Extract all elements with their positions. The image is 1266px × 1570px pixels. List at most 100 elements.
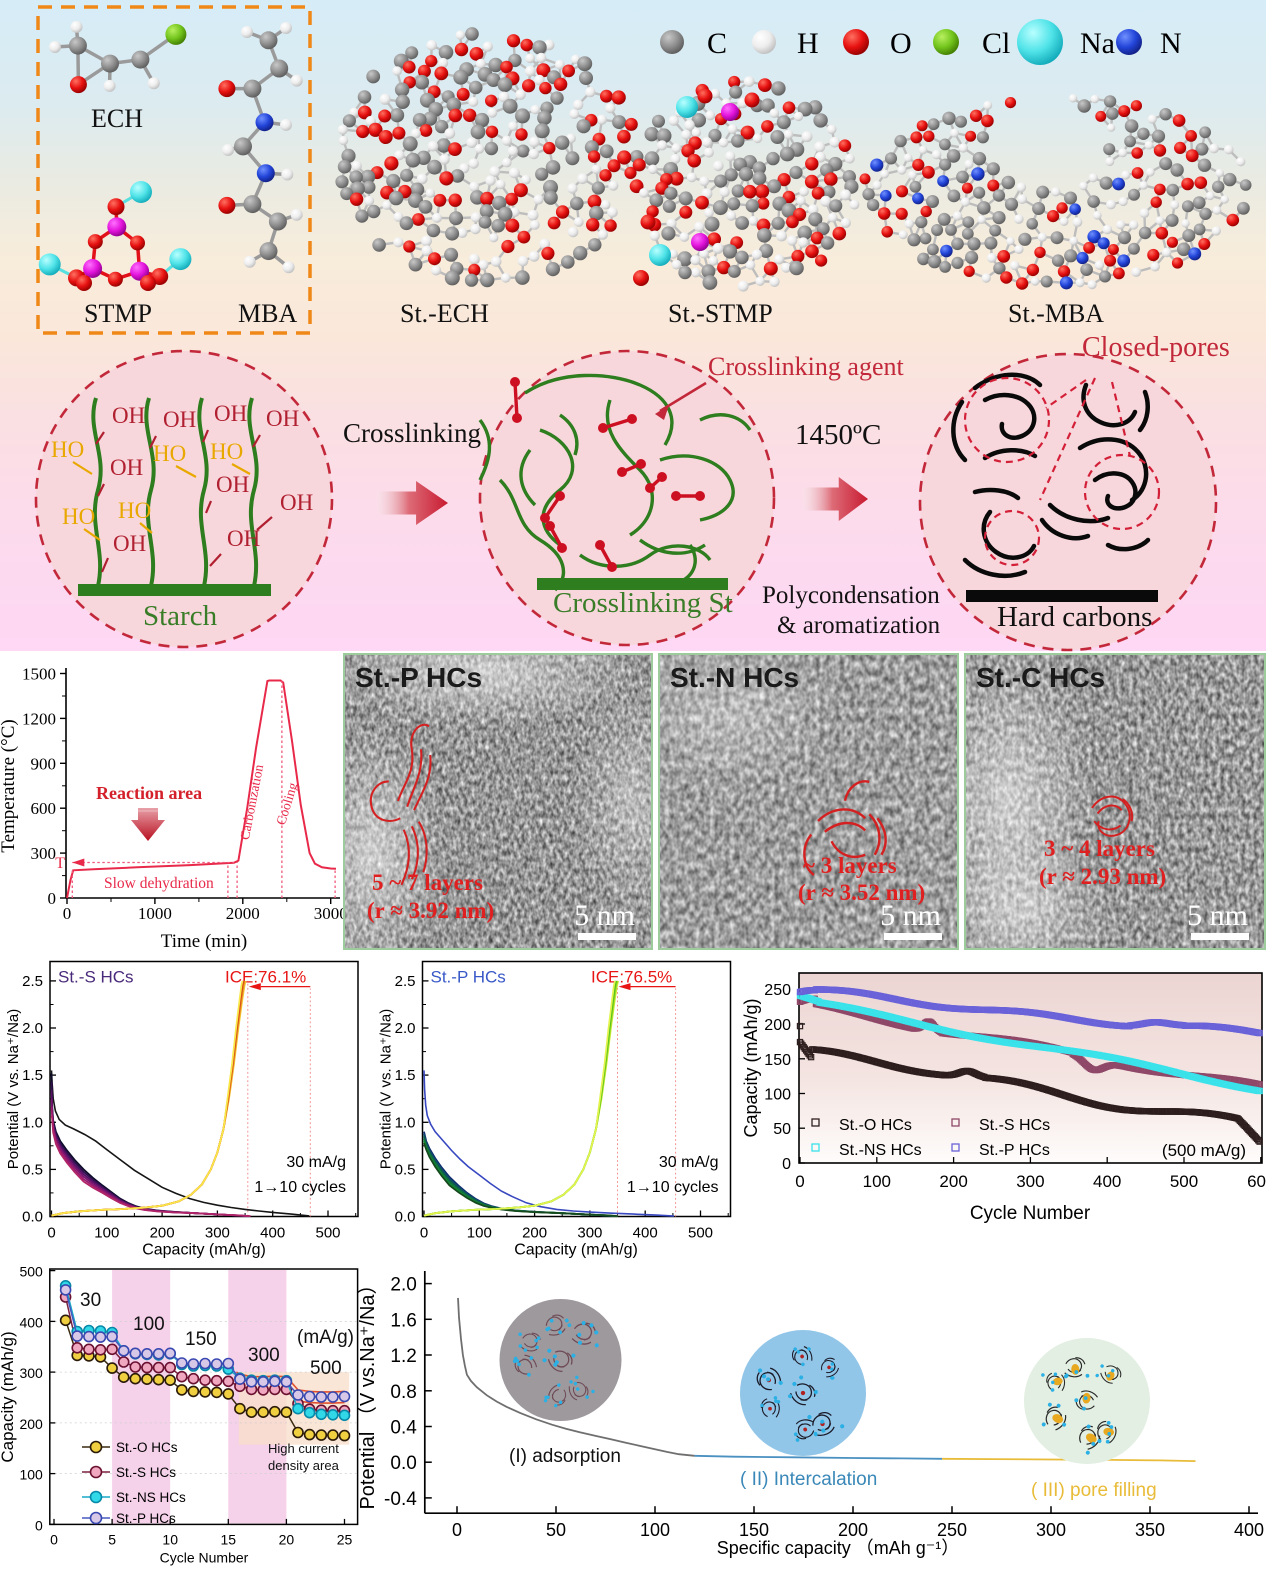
svg-text:2.0: 2.0 — [22, 1020, 43, 1037]
svg-text:T: T — [55, 855, 65, 872]
svg-text:St.-O HCs: St.-O HCs — [839, 1117, 912, 1134]
svg-text:St.-P HCs: St.-P HCs — [431, 968, 506, 987]
svg-text:200: 200 — [522, 1225, 547, 1242]
svg-text:5 nm: 5 nm — [574, 899, 635, 932]
svg-text:HO: HO — [153, 441, 186, 466]
svg-text:300: 300 — [1036, 1520, 1066, 1540]
svg-text:300: 300 — [205, 1225, 230, 1242]
svg-text:HO: HO — [210, 439, 243, 464]
svg-text:400: 400 — [260, 1225, 285, 1242]
svg-text:Crosslinking agent: Crosslinking agent — [708, 352, 904, 381]
svg-text:1.0: 1.0 — [395, 1114, 416, 1131]
svg-text:(500 mA/g): (500 mA/g) — [1162, 1141, 1246, 1160]
svg-text:St.-MBA: St.-MBA — [1008, 299, 1104, 328]
svg-text:0: 0 — [35, 1517, 43, 1533]
svg-text:1.5: 1.5 — [22, 1067, 43, 1084]
svg-text:0.0: 0.0 — [395, 1209, 416, 1226]
svg-text:St.-C HCs: St.-C HCs — [976, 662, 1105, 693]
svg-text:500: 500 — [310, 1358, 342, 1379]
svg-text:100: 100 — [94, 1225, 119, 1242]
svg-text:500: 500 — [688, 1225, 713, 1242]
svg-text:1.2: 1.2 — [390, 1346, 416, 1367]
svg-text:St.-O HCs: St.-O HCs — [116, 1440, 178, 1455]
svg-text:OH: OH — [280, 490, 313, 515]
svg-text:St.-P HCs: St.-P HCs — [979, 1142, 1050, 1159]
svg-text:St.-NS HCs: St.-NS HCs — [116, 1490, 186, 1505]
svg-text:0: 0 — [50, 1531, 58, 1547]
svg-text:0.5: 0.5 — [395, 1161, 416, 1178]
svg-text:0: 0 — [795, 1172, 804, 1191]
svg-text:ECH: ECH — [91, 104, 143, 133]
svg-text:1→10 cycles: 1→10 cycles — [627, 1179, 719, 1196]
svg-text:OH: OH — [266, 406, 299, 431]
svg-text:2.5: 2.5 — [395, 973, 416, 990]
svg-text:OH: OH — [216, 472, 249, 497]
svg-text:OH: OH — [112, 403, 145, 428]
svg-text:0.0: 0.0 — [390, 1453, 416, 1474]
svg-text:St.-N HCs: St.-N HCs — [670, 662, 799, 693]
svg-text:High current: High current — [268, 1441, 339, 1456]
svg-text:500: 500 — [1170, 1172, 1198, 1191]
svg-text:60: 60 — [1247, 1172, 1266, 1191]
svg-text:Capacity (mAh/g): Capacity (mAh/g) — [514, 1242, 638, 1259]
svg-text:Na: Na — [1080, 27, 1115, 60]
svg-text:HO: HO — [118, 498, 151, 523]
svg-text:STMP: STMP — [84, 299, 152, 328]
svg-text:OH: OH — [113, 531, 146, 556]
svg-text:1.5: 1.5 — [395, 1067, 416, 1084]
svg-text:Potential (V vs. Na⁺/Na): Potential (V vs. Na⁺/Na) — [5, 1009, 22, 1169]
svg-text:0: 0 — [420, 1225, 428, 1242]
svg-text:100: 100 — [640, 1520, 670, 1540]
svg-text:Slow dehydration: Slow dehydration — [104, 875, 214, 892]
svg-text:0.4: 0.4 — [390, 1418, 417, 1439]
svg-text:( II) Intercalation: ( II) Intercalation — [740, 1469, 877, 1490]
svg-text:200: 200 — [764, 1017, 791, 1034]
svg-text:1→10 cycles: 1→10 cycles — [254, 1179, 346, 1196]
svg-text:St.-STMP: St.-STMP — [668, 299, 773, 328]
svg-text:200: 200 — [150, 1225, 175, 1242]
svg-text:Starch: Starch — [143, 600, 218, 632]
svg-text:St.-P HCs: St.-P HCs — [355, 662, 482, 693]
svg-text:100: 100 — [863, 1172, 891, 1191]
svg-text:300: 300 — [31, 844, 57, 863]
svg-text:~ 3 layers: ~ 3 layers — [803, 853, 897, 878]
svg-text:Temperature (°C): Temperature (°C) — [0, 719, 19, 852]
svg-text:Cl: Cl — [982, 27, 1010, 60]
svg-text:0: 0 — [63, 904, 72, 923]
svg-text:3 ~ 4 layers: 3 ~ 4 layers — [1044, 836, 1155, 861]
svg-text:St.-NS HCs: St.-NS HCs — [839, 1142, 922, 1159]
svg-text:300: 300 — [1016, 1172, 1044, 1191]
svg-text:ICE:76.5%: ICE:76.5% — [591, 968, 672, 987]
svg-text:5: 5 — [108, 1531, 116, 1547]
svg-text:Crosslinking: Crosslinking — [343, 418, 481, 448]
svg-text:Cycle Number: Cycle Number — [970, 1203, 1091, 1224]
svg-text:150: 150 — [185, 1329, 217, 1350]
svg-text:100: 100 — [133, 1314, 165, 1335]
svg-text:OH: OH — [163, 407, 196, 432]
svg-text:Polycondensation: Polycondensation — [762, 582, 940, 609]
svg-text:& aromatization: & aromatization — [777, 612, 941, 639]
svg-text:2.0: 2.0 — [390, 1275, 416, 1296]
svg-text:1.0: 1.0 — [22, 1114, 43, 1131]
svg-text:St.-S HCs: St.-S HCs — [116, 1465, 176, 1480]
svg-text:Potential （V vs.Na⁺/Na）: Potential （V vs.Na⁺/Na） — [356, 1274, 379, 1509]
svg-text:1450ºC: 1450ºC — [795, 419, 881, 451]
svg-text:Capacity (mAh/g): Capacity (mAh/g) — [142, 1242, 266, 1259]
svg-text:Hard carbons: Hard carbons — [997, 601, 1152, 633]
svg-text:St.-ECH: St.-ECH — [400, 299, 489, 328]
svg-text:100: 100 — [764, 1087, 791, 1104]
svg-text:Reaction area: Reaction area — [96, 783, 202, 803]
svg-text:Time (min): Time (min) — [161, 931, 247, 952]
svg-text:H: H — [797, 27, 819, 60]
svg-text:400: 400 — [633, 1225, 658, 1242]
svg-text:OH: OH — [227, 526, 260, 551]
svg-text:0.8: 0.8 — [390, 1382, 416, 1403]
svg-text:Crosslinking St: Crosslinking St — [553, 587, 733, 619]
svg-text:Capacity (mAh/g): Capacity (mAh/g) — [0, 1331, 17, 1462]
svg-text:5 ~ 7 layers: 5 ~ 7 layers — [372, 870, 483, 895]
svg-text:Specific capacity （mAh g⁻¹）: Specific capacity （mAh g⁻¹） — [717, 1538, 960, 1558]
svg-text:150: 150 — [764, 1052, 791, 1069]
svg-text:0: 0 — [48, 889, 57, 908]
svg-text:ICE:76.1%: ICE:76.1% — [225, 968, 306, 987]
svg-text:(r ≈ 2.93 nm): (r ≈ 2.93 nm) — [1039, 864, 1166, 889]
